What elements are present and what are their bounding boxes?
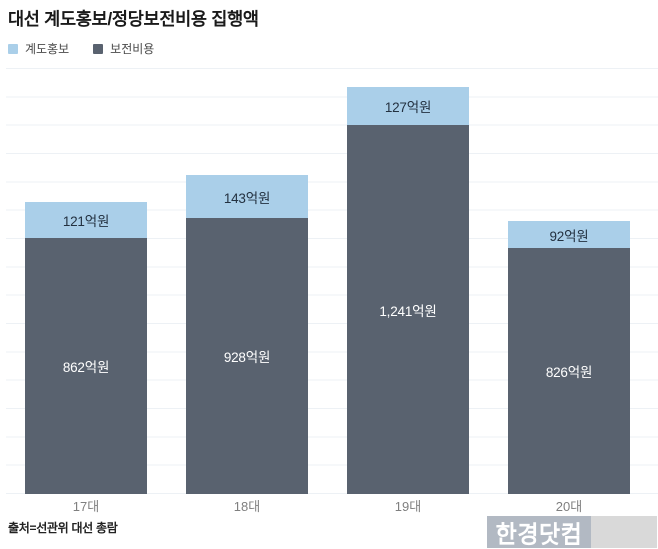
source-note: 출처=선관위 대선 총람: [8, 521, 118, 535]
bar-value-label: 127억원: [384, 100, 432, 115]
chart-title: 대선 계도홍보/정당보전비용 집행액: [8, 9, 259, 29]
bar-segment-계도홍보-17대: 121억원: [25, 202, 147, 238]
bar-20대: 92억원 826억원: [508, 221, 630, 494]
bar-value-label: 928억원: [223, 350, 271, 365]
bar-value-label: 143억원: [223, 190, 271, 206]
bar-19대: 127억원 1,241억원: [347, 87, 469, 494]
bar-segment-보전비용-19대: 1,241억원: [347, 125, 469, 494]
legend-swatch-bojeon: [93, 43, 104, 54]
legend: 계도홍보 보전비용: [8, 40, 154, 57]
bar-segment-보전비용-20대: 826억원: [508, 248, 630, 494]
publisher-logo-tail: [591, 516, 657, 548]
bar-value-label: 121억원: [62, 214, 110, 229]
bar-value-label: 1,241억원: [379, 303, 437, 319]
bar-value-label: 826억원: [545, 365, 593, 380]
legend-item-bojeon: 보전비용: [93, 40, 154, 57]
bar-value-label: 92억원: [549, 228, 589, 244]
legend-label-bojeon: 보전비용: [110, 42, 155, 56]
publisher-logo-text: 한경닷컴: [495, 520, 583, 548]
x-axis: 17대 18대 19대 20대: [0, 496, 658, 514]
legend-label-gyedo: 계도홍보: [25, 42, 70, 56]
bar-segment-보전비용-17대: 862억원: [25, 238, 147, 494]
legend-swatch-gyedo: [8, 43, 18, 54]
x-axis-label-20대: 20대: [555, 499, 583, 514]
x-axis-label-18대: 18대: [233, 499, 261, 514]
publisher-logo: 한경닷컴: [487, 516, 657, 548]
bar-segment-계도홍보-20대: 92억원: [508, 221, 630, 248]
publisher-logo-main: 한경닷컴: [487, 516, 591, 548]
bar-value-label: 862억원: [62, 360, 110, 375]
legend-item-gyedo: 계도홍보: [8, 40, 69, 57]
bar-segment-계도홍보-19대: 127억원: [347, 87, 469, 125]
x-axis-label-19대: 19대: [394, 499, 422, 514]
bar-17대: 121억원 862억원: [25, 202, 147, 494]
bar-segment-보전비용-18대: 928억원: [186, 218, 308, 494]
bar-18대: 143억원 928억원: [186, 175, 308, 494]
x-axis-label-17대: 17대: [72, 499, 100, 514]
plot-area: 121억원 862억원 143억원 928억원 127억원 1,241억원 92억원 826억…: [0, 60, 658, 494]
bar-segment-계도홍보-18대: 143억원: [186, 175, 308, 218]
